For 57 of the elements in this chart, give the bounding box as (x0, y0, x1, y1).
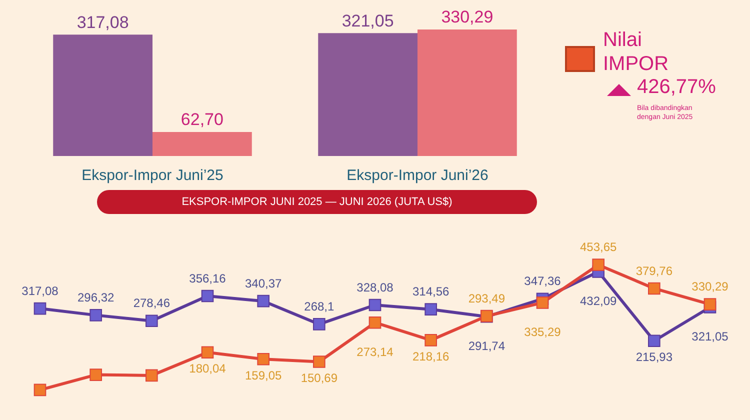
point (90, 309, 102, 322)
bar (318, 33, 418, 156)
point (201, 346, 214, 359)
point (146, 314, 158, 328)
text: 426,77% (637, 76, 716, 99)
x-tick-label: Ekspor-Impor Juni’26 (346, 167, 488, 184)
point (368, 298, 382, 312)
point (592, 258, 604, 271)
point (648, 334, 660, 348)
point (368, 316, 382, 329)
data-label: 278,46 (133, 296, 170, 310)
x-tick-label: Ekspor-Impor Juni’25 (82, 167, 224, 184)
data-label: 330,29 (441, 8, 494, 27)
data-label: 268,1 (304, 300, 335, 314)
point (90, 368, 102, 381)
point (146, 369, 158, 382)
bar (152, 132, 252, 156)
data-label: 330,29 (692, 280, 729, 294)
data-label: 340,37 (244, 276, 282, 290)
bar (418, 30, 517, 156)
data-label: 314,56 (412, 284, 450, 299)
data-label: 453,65 (580, 240, 618, 254)
point (34, 384, 46, 396)
data-label: 273,14 (356, 344, 394, 359)
data-label: 215,93 (636, 350, 673, 364)
data-label: 328,08 (356, 280, 394, 294)
data-label: 335,29 (524, 325, 562, 340)
data-label: 180,04 (189, 362, 226, 376)
data-label: 159,05 (244, 368, 282, 382)
data-label: 356,16 (189, 271, 226, 286)
point (34, 302, 46, 315)
data-label: 347,36 (524, 274, 562, 288)
point (313, 318, 326, 330)
data-label: 293,49 (468, 291, 506, 306)
data-label: 291,74 (468, 338, 506, 353)
point (704, 298, 716, 310)
data-label: 321,05 (342, 11, 394, 30)
point (257, 352, 270, 366)
point (536, 296, 549, 309)
data-label: 296,32 (77, 290, 115, 304)
data-label: 321,05 (692, 330, 729, 344)
point (648, 282, 660, 295)
point (257, 294, 270, 308)
data-label: 150,69 (300, 371, 338, 386)
data-label: 218,16 (412, 350, 450, 364)
point (201, 290, 214, 302)
data-label: 379,76 (636, 264, 673, 278)
text: Nilai IMPOR (603, 28, 670, 76)
data-label: 62,70 (180, 110, 224, 130)
bar (53, 34, 152, 156)
chart-title: EKSPOR-IMPOR JUNI 2025 — JUNI 2026 (JUTA US$) (97, 190, 537, 214)
data-label: 317,08 (22, 284, 59, 298)
point (424, 303, 437, 316)
point (313, 356, 326, 368)
data-label: 317,08 (76, 12, 129, 32)
point (424, 334, 437, 346)
data-label: 432,09 (580, 294, 618, 308)
